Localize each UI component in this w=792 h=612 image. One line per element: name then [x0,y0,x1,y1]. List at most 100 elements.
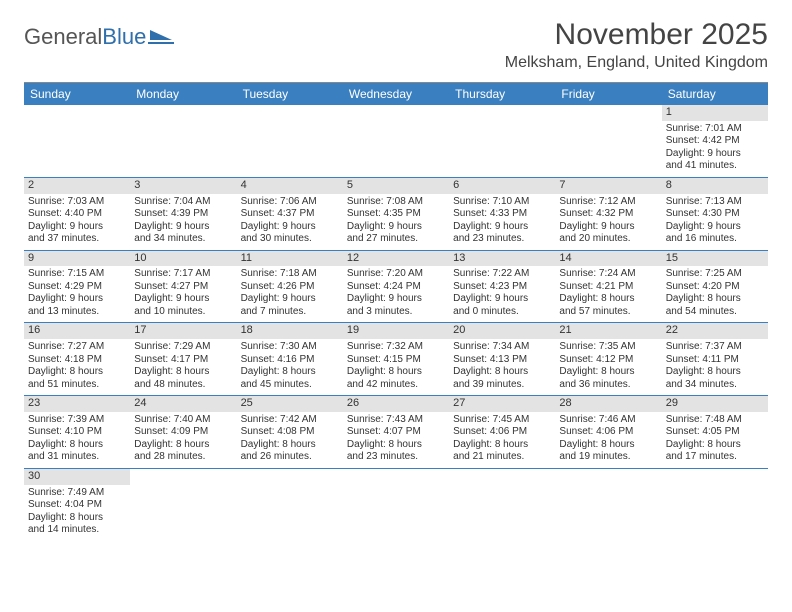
day-sunrise: Sunrise: 7:15 AM [28,268,126,281]
day-cell: 21Sunrise: 7:35 AMSunset: 4:12 PMDayligh… [555,323,661,395]
day-cell: 23Sunrise: 7:39 AMSunset: 4:10 PMDayligh… [24,396,130,468]
day-number: 29 [662,396,768,412]
day-daylight2: and 19 minutes. [559,451,657,464]
day-sunset: Sunset: 4:33 PM [453,208,551,221]
day-sunrise: Sunrise: 7:49 AM [28,487,126,500]
day-sunrise: Sunrise: 7:22 AM [453,268,551,281]
day-sunrise: Sunrise: 7:24 AM [559,268,657,281]
empty-cell [555,469,661,541]
day-cell: 17Sunrise: 7:29 AMSunset: 4:17 PMDayligh… [130,323,236,395]
day-daylight1: Daylight: 9 hours [241,221,339,234]
day-sunrise: Sunrise: 7:40 AM [134,414,232,427]
day-cell: 6 Sunrise: 7:10 AMSunset: 4:33 PMDaylight… [449,178,555,250]
day-number: 30 [24,469,130,485]
day-sunrise: Sunrise: 7:12 AM [559,196,657,209]
week-row: 23Sunrise: 7:39 AMSunset: 4:10 PMDayligh… [24,396,768,469]
day-cell: 25Sunrise: 7:42 AMSunset: 4:08 PMDayligh… [237,396,343,468]
day-daylight2: and 41 minutes. [666,160,764,173]
weekday-header: Sunday [24,83,130,105]
day-daylight2: and 37 minutes. [28,233,126,246]
title-block: November 2025 Melksham, England, United … [505,18,768,72]
day-daylight1: Daylight: 9 hours [347,221,445,234]
day-daylight2: and 42 minutes. [347,379,445,392]
day-sunrise: Sunrise: 7:25 AM [666,268,764,281]
day-daylight1: Daylight: 9 hours [453,293,551,306]
day-sunset: Sunset: 4:39 PM [134,208,232,221]
day-sunrise: Sunrise: 7:27 AM [28,341,126,354]
day-cell: 2Sunrise: 7:03 AMSunset: 4:40 PMDaylight… [24,178,130,250]
day-number: 28 [555,396,661,412]
day-daylight1: Daylight: 9 hours [453,221,551,234]
day-daylight2: and 23 minutes. [453,233,551,246]
day-cell: 8Sunrise: 7:13 AMSunset: 4:30 PMDaylight… [662,178,768,250]
day-daylight1: Daylight: 8 hours [559,366,657,379]
day-sunrise: Sunrise: 7:13 AM [666,196,764,209]
calendar-page: GeneralBlue November 2025 Melksham, Engl… [0,0,792,559]
day-daylight1: Daylight: 9 hours [28,293,126,306]
week-row: 30Sunrise: 7:49 AMSunset: 4:04 PMDayligh… [24,469,768,541]
day-daylight1: Daylight: 9 hours [134,293,232,306]
day-sunrise: Sunrise: 7:04 AM [134,196,232,209]
day-daylight1: Daylight: 9 hours [28,221,126,234]
day-sunrise: Sunrise: 7:46 AM [559,414,657,427]
day-number: 9 [24,251,130,267]
day-sunrise: Sunrise: 7:34 AM [453,341,551,354]
day-cell: 12Sunrise: 7:20 AMSunset: 4:24 PMDayligh… [343,251,449,323]
day-daylight1: Daylight: 8 hours [347,439,445,452]
day-number: 10 [130,251,236,267]
day-cell: 18Sunrise: 7:30 AMSunset: 4:16 PMDayligh… [237,323,343,395]
day-sunrise: Sunrise: 7:32 AM [347,341,445,354]
day-cell: 22Sunrise: 7:37 AMSunset: 4:11 PMDayligh… [662,323,768,395]
day-cell: 27Sunrise: 7:45 AMSunset: 4:06 PMDayligh… [449,396,555,468]
day-cell: 11Sunrise: 7:18 AMSunset: 4:26 PMDayligh… [237,251,343,323]
day-daylight2: and 14 minutes. [28,524,126,537]
week-row: 16Sunrise: 7:27 AMSunset: 4:18 PMDayligh… [24,323,768,396]
day-daylight2: and 39 minutes. [453,379,551,392]
day-sunrise: Sunrise: 7:30 AM [241,341,339,354]
day-daylight2: and 34 minutes. [666,379,764,392]
day-sunset: Sunset: 4:13 PM [453,354,551,367]
day-daylight1: Daylight: 8 hours [453,439,551,452]
day-number: 24 [130,396,236,412]
empty-cell [237,105,343,177]
day-daylight1: Daylight: 8 hours [559,439,657,452]
empty-cell [662,469,768,541]
day-sunset: Sunset: 4:32 PM [559,208,657,221]
weekday-header: Wednesday [343,83,449,105]
day-number: 17 [130,323,236,339]
day-sunrise: Sunrise: 7:20 AM [347,268,445,281]
day-sunset: Sunset: 4:24 PM [347,281,445,294]
day-daylight1: Daylight: 8 hours [666,293,764,306]
day-number: 13 [449,251,555,267]
day-cell: 14Sunrise: 7:24 AMSunset: 4:21 PMDayligh… [555,251,661,323]
day-daylight2: and 54 minutes. [666,306,764,319]
day-daylight1: Daylight: 8 hours [28,439,126,452]
logo-text-general: General [24,24,102,50]
weeks-container: 1Sunrise: 7:01 AMSunset: 4:42 PMDaylight… [24,105,768,541]
day-sunset: Sunset: 4:27 PM [134,281,232,294]
weekday-header: Friday [555,83,661,105]
day-daylight2: and 28 minutes. [134,451,232,464]
day-cell: 29Sunrise: 7:48 AMSunset: 4:05 PMDayligh… [662,396,768,468]
day-sunset: Sunset: 4:37 PM [241,208,339,221]
day-daylight1: Daylight: 8 hours [453,366,551,379]
day-daylight2: and 34 minutes. [134,233,232,246]
day-daylight1: Daylight: 8 hours [241,439,339,452]
day-number: 20 [449,323,555,339]
day-number: 3 [130,178,236,194]
day-sunrise: Sunrise: 7:17 AM [134,268,232,281]
day-cell: 13Sunrise: 7:22 AMSunset: 4:23 PMDayligh… [449,251,555,323]
day-daylight1: Daylight: 8 hours [28,366,126,379]
day-number: 19 [343,323,449,339]
day-daylight1: Daylight: 8 hours [134,366,232,379]
day-sunset: Sunset: 4:35 PM [347,208,445,221]
day-number: 6 [449,178,555,194]
day-daylight2: and 31 minutes. [28,451,126,464]
empty-cell [130,469,236,541]
day-sunrise: Sunrise: 7:10 AM [453,196,551,209]
day-daylight1: Daylight: 9 hours [559,221,657,234]
day-sunset: Sunset: 4:42 PM [666,135,764,148]
day-daylight1: Daylight: 9 hours [666,221,764,234]
logo-flag-icon [148,28,176,46]
day-sunrise: Sunrise: 7:29 AM [134,341,232,354]
